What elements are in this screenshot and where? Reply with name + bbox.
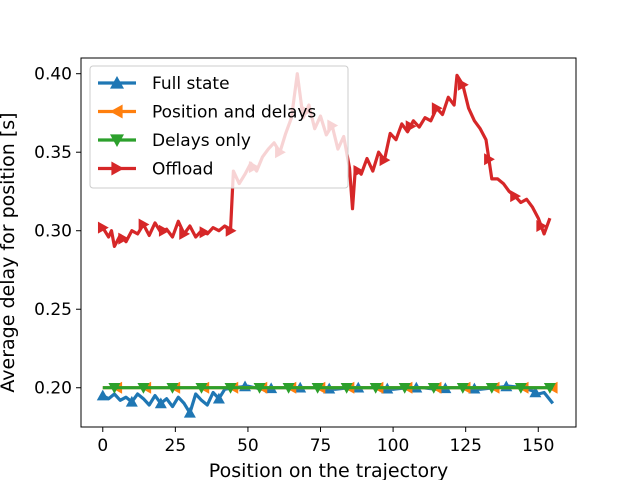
- y-tick-label: 0.40: [34, 65, 72, 85]
- data-point-marker: [457, 78, 469, 91]
- data-point-marker: [195, 382, 208, 394]
- x-tick-label: 150: [522, 436, 554, 456]
- legend-swatch-marker: [110, 134, 124, 147]
- y-tick-label: 0.20: [34, 379, 72, 399]
- x-tick-label: 100: [377, 436, 409, 456]
- legend-label: Delays only: [152, 131, 251, 151]
- data-point-marker: [431, 102, 443, 115]
- data-point-marker: [340, 382, 353, 394]
- data-point-marker: [536, 220, 548, 233]
- data-point-marker: [199, 226, 211, 239]
- data-point-marker: [543, 382, 556, 394]
- legend-swatch-marker: [110, 104, 123, 119]
- data-point-marker: [138, 218, 150, 231]
- series-layer: [96, 72, 558, 418]
- x-tick-label: 25: [165, 436, 187, 456]
- data-point-marker: [125, 395, 138, 407]
- data-point-marker: [510, 190, 522, 203]
- data-point-marker: [154, 397, 167, 409]
- legend-item-delays-only: Delays only: [98, 131, 251, 151]
- y-axis: 0.20 0.25 0.30 0.35 0.40: [34, 65, 81, 399]
- data-point-marker: [369, 382, 382, 394]
- legend-item-full-state: Full state: [98, 74, 230, 94]
- legend: Full state Position and delays Delays only…: [89, 65, 349, 189]
- data-point-marker: [456, 382, 469, 394]
- data-point-marker: [353, 165, 365, 178]
- x-tick-label: 50: [237, 436, 259, 456]
- y-tick-label: 0.30: [34, 222, 72, 242]
- legend-label: Offload: [152, 160, 213, 180]
- data-point-marker: [183, 406, 196, 418]
- x-tick-label: 0: [97, 436, 108, 456]
- plot-frame: [80, 57, 577, 428]
- data-point-marker: [484, 153, 495, 166]
- data-point-marker: [529, 386, 542, 398]
- legend-swatch-marker: [110, 76, 124, 89]
- data-point-marker: [224, 382, 237, 394]
- x-axis: 0 25 50 75 100 125 150: [97, 427, 554, 456]
- data-point-marker: [137, 382, 150, 394]
- data-point-marker: [118, 232, 130, 245]
- legend-frame: [89, 65, 349, 189]
- data-point-marker: [179, 227, 191, 240]
- data-point-marker: [97, 221, 109, 234]
- data-point-marker: [253, 382, 266, 394]
- x-tick-label: 75: [310, 436, 332, 456]
- data-point-marker: [427, 382, 440, 394]
- data-point-marker: [166, 382, 179, 394]
- data-point-marker: [485, 382, 498, 394]
- data-point-marker: [96, 389, 109, 401]
- y-tick-label: 0.25: [34, 300, 72, 320]
- y-tick-label: 0.35: [34, 143, 72, 163]
- x-axis-label: Position on the trajectory: [209, 460, 448, 480]
- data-point-marker: [379, 154, 391, 167]
- data-point-marker: [398, 382, 411, 394]
- data-point-marker: [405, 120, 417, 133]
- legend-label: Position and delays: [152, 103, 316, 123]
- data-point-marker: [158, 224, 170, 237]
- data-point-marker: [108, 382, 121, 394]
- data-point-marker: [311, 382, 324, 394]
- y-axis-label: Average delay for position [s]: [0, 112, 19, 392]
- legend-item-offload: Offload: [98, 160, 213, 180]
- data-point-marker: [282, 382, 295, 394]
- data-point-marker: [514, 382, 527, 394]
- legend-item-position-and-delays: Position and delays: [98, 103, 316, 123]
- x-tick-label: 125: [449, 436, 481, 456]
- data-point-marker: [225, 224, 237, 237]
- series-delays-only: [102, 382, 556, 394]
- legend-label: Full state: [152, 74, 230, 94]
- data-point-marker: [212, 392, 225, 404]
- legend-swatch-marker: [111, 161, 124, 176]
